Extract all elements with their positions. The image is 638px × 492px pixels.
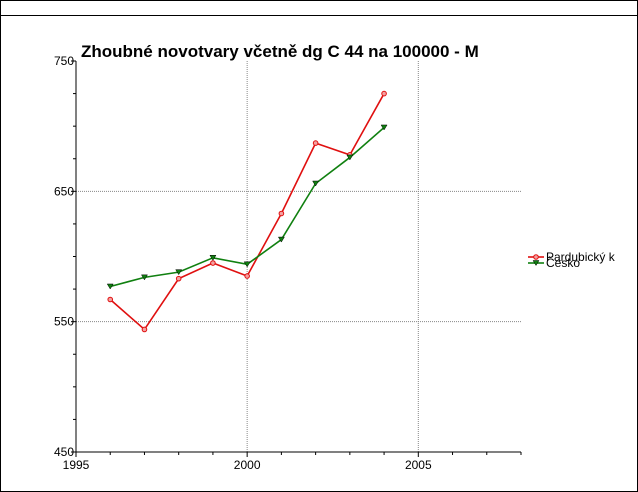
- point: [141, 326, 148, 333]
- point: [209, 255, 217, 261]
- x-tick-label: 2005: [405, 458, 432, 472]
- point: [243, 261, 251, 268]
- y-tick-label: 450: [54, 445, 74, 459]
- point: [107, 296, 114, 303]
- point: [210, 260, 216, 266]
- point: [277, 236, 285, 243]
- point: [175, 269, 183, 276]
- point: [532, 260, 540, 266]
- x-tick-label: 1995: [63, 458, 90, 472]
- point: [175, 275, 182, 282]
- point: [106, 283, 114, 290]
- point: [244, 273, 250, 279]
- point: [278, 210, 285, 217]
- point: [381, 90, 387, 97]
- y-tick-label: 650: [54, 184, 74, 198]
- y-tick-label: 750: [54, 54, 74, 68]
- y-tick-label: 550: [54, 315, 74, 329]
- chart-title: Zhoubné novotvary včetně dg C 44 na 1000…: [81, 42, 479, 61]
- point: [141, 274, 148, 281]
- point: [533, 254, 539, 260]
- point: [312, 140, 319, 146]
- point: [312, 180, 320, 187]
- legend-label: Česko: [546, 255, 580, 270]
- point: [380, 124, 388, 131]
- point: [346, 154, 354, 161]
- x-tick-label: 2000: [234, 458, 261, 472]
- window-bar: [1, 1, 637, 16]
- legend-label: Pardubický k: [546, 250, 616, 264]
